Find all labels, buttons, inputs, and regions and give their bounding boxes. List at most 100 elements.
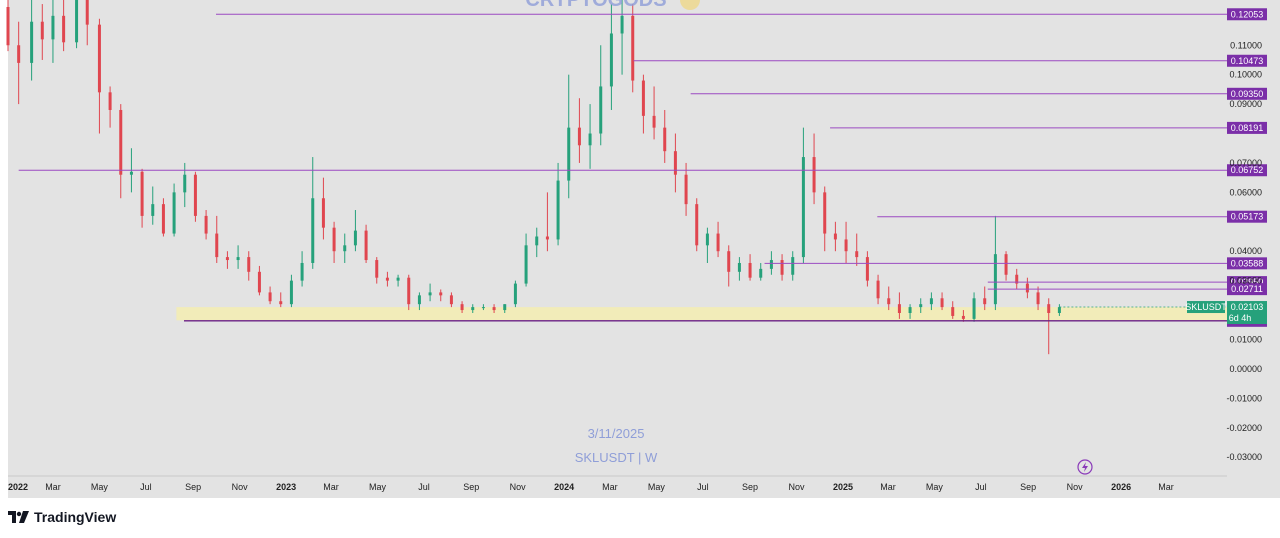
candle[interactable] <box>567 74 571 199</box>
candle[interactable] <box>51 0 55 63</box>
candle[interactable] <box>471 304 475 313</box>
candle[interactable] <box>172 183 176 237</box>
candle[interactable] <box>524 233 528 287</box>
candle[interactable] <box>641 74 645 134</box>
level-line[interactable]: 0.10473 <box>633 54 1267 67</box>
candle[interactable] <box>311 157 315 269</box>
candle[interactable] <box>428 283 432 302</box>
candle[interactable] <box>151 186 155 225</box>
candle[interactable] <box>215 215 219 263</box>
candle[interactable] <box>652 86 656 140</box>
candle[interactable] <box>748 254 752 281</box>
candle[interactable] <box>791 251 795 281</box>
candle[interactable] <box>1057 304 1061 316</box>
candle[interactable] <box>972 292 976 322</box>
candle[interactable] <box>30 0 34 81</box>
candle[interactable] <box>535 227 539 258</box>
candle[interactable] <box>353 210 357 252</box>
candle[interactable] <box>343 233 347 263</box>
level-line[interactable]: 0.05173 <box>877 210 1267 223</box>
candle[interactable] <box>161 198 165 237</box>
lightning-icon[interactable] <box>1077 459 1093 475</box>
candle[interactable] <box>887 286 891 311</box>
candle[interactable] <box>812 133 816 205</box>
candle[interactable] <box>759 262 763 281</box>
candle[interactable] <box>247 251 251 281</box>
level-line[interactable]: 0.09350 <box>690 87 1267 100</box>
candle[interactable] <box>833 221 837 252</box>
candle[interactable] <box>929 292 933 311</box>
candle[interactable] <box>375 257 379 284</box>
candle[interactable] <box>876 274 880 305</box>
level-line[interactable]: 0.08191 <box>830 121 1267 134</box>
candle[interactable] <box>385 271 389 287</box>
chart-area[interactable]: 0.12053 0.10473 0.09350 0.08191 0.06752 0.051… <box>0 0 1280 498</box>
candle[interactable] <box>503 304 507 313</box>
candle[interactable] <box>855 233 859 266</box>
candle[interactable] <box>609 4 613 110</box>
candle[interactable] <box>40 4 44 60</box>
candle[interactable] <box>897 292 901 319</box>
candle[interactable] <box>204 210 208 240</box>
tradingview-logo[interactable]: TradingView <box>8 509 116 525</box>
candle[interactable] <box>97 18 101 134</box>
candle[interactable] <box>673 133 677 193</box>
candle[interactable] <box>119 104 123 199</box>
candle[interactable] <box>481 304 485 311</box>
candle[interactable] <box>545 192 549 252</box>
candle[interactable] <box>225 251 229 269</box>
candle[interactable] <box>1036 286 1040 311</box>
candle[interactable] <box>364 224 368 263</box>
candle[interactable] <box>727 245 731 287</box>
candle[interactable] <box>236 245 240 269</box>
candlestick-chart[interactable]: 0.12053 0.10473 0.09350 0.08191 0.06752 0.051… <box>0 0 1280 498</box>
level-line[interactable]: 0.02711 <box>987 283 1267 296</box>
candle[interactable] <box>513 280 517 308</box>
candle[interactable] <box>951 301 955 319</box>
candle[interactable] <box>332 221 336 263</box>
candle[interactable] <box>140 168 144 228</box>
candle[interactable] <box>705 227 709 263</box>
candle[interactable] <box>460 301 464 313</box>
candle[interactable] <box>844 221 848 263</box>
candle[interactable] <box>6 0 10 52</box>
level-line[interactable]: 0.03588 <box>764 257 1267 270</box>
candle[interactable] <box>908 304 912 319</box>
candle[interactable] <box>193 171 197 222</box>
level-line[interactable]: 0.12053 <box>215 8 1267 21</box>
candle[interactable] <box>407 274 411 311</box>
candle[interactable] <box>588 104 592 169</box>
candle[interactable] <box>449 292 453 308</box>
candle[interactable] <box>940 292 944 311</box>
candle[interactable] <box>919 298 923 313</box>
candle[interactable] <box>268 286 272 305</box>
candle[interactable] <box>1004 251 1008 281</box>
candle[interactable] <box>599 45 603 146</box>
candle[interactable] <box>396 274 400 287</box>
candle[interactable] <box>983 286 987 311</box>
candle[interactable] <box>300 251 304 287</box>
candle[interactable] <box>663 109 667 163</box>
level-line[interactable]: 0.06752 <box>18 164 1267 177</box>
candle[interactable] <box>801 127 805 263</box>
candle[interactable] <box>1047 298 1051 355</box>
candle[interactable] <box>279 292 283 308</box>
candle[interactable] <box>1025 277 1029 299</box>
candle[interactable] <box>108 86 112 128</box>
candle[interactable] <box>439 289 443 302</box>
candle[interactable] <box>1015 268 1019 290</box>
candle[interactable] <box>737 257 741 281</box>
candle[interactable] <box>417 292 421 311</box>
candle[interactable] <box>620 0 624 75</box>
candle[interactable] <box>556 162 560 246</box>
candle[interactable] <box>85 0 89 46</box>
candle[interactable] <box>631 4 635 93</box>
candle[interactable] <box>961 310 965 322</box>
candle[interactable] <box>75 0 79 49</box>
candle[interactable] <box>289 274 293 308</box>
candle[interactable] <box>62 0 66 52</box>
candle[interactable] <box>695 198 699 252</box>
candle[interactable] <box>716 221 720 258</box>
candle[interactable] <box>823 186 827 252</box>
